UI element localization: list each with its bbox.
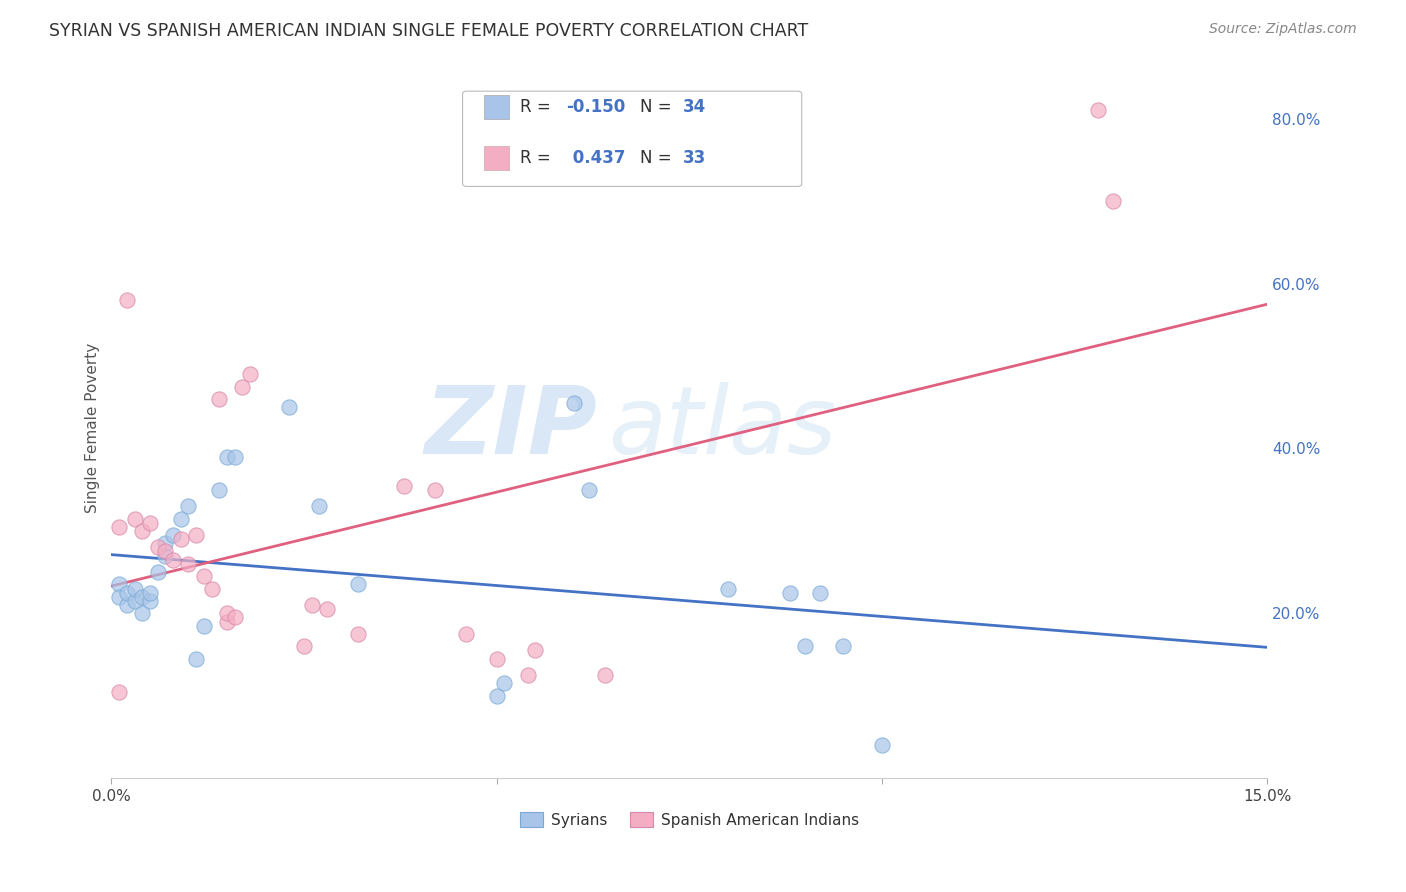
Point xyxy=(717,582,740,596)
Point xyxy=(155,544,177,558)
Point xyxy=(193,618,215,632)
Point xyxy=(139,585,162,599)
Point xyxy=(832,640,855,654)
Point xyxy=(231,379,253,393)
Point xyxy=(215,607,238,621)
Point xyxy=(485,651,508,665)
Point xyxy=(208,392,231,406)
Point xyxy=(794,640,817,654)
Point xyxy=(108,520,131,534)
Point xyxy=(347,577,370,591)
Y-axis label: Single Female Poverty: Single Female Poverty xyxy=(86,343,100,513)
Point xyxy=(208,483,231,497)
Point xyxy=(277,401,299,415)
Text: Source: ZipAtlas.com: Source: ZipAtlas.com xyxy=(1209,22,1357,37)
Point xyxy=(108,684,131,698)
Point xyxy=(1102,194,1125,208)
Point xyxy=(347,627,370,641)
Point xyxy=(494,676,516,690)
Point xyxy=(1087,103,1109,118)
Point xyxy=(177,499,200,513)
Point xyxy=(808,585,831,599)
Text: atlas: atlas xyxy=(609,383,837,474)
Point xyxy=(131,607,153,621)
Point xyxy=(162,528,184,542)
Point xyxy=(239,368,262,382)
Point xyxy=(146,565,169,579)
Point xyxy=(394,478,416,492)
Point xyxy=(562,396,585,410)
Point xyxy=(146,541,169,555)
Text: 33: 33 xyxy=(683,149,707,167)
Point xyxy=(193,569,215,583)
Point xyxy=(308,499,330,513)
Point xyxy=(162,553,184,567)
Text: N =: N = xyxy=(640,149,676,167)
Text: N =: N = xyxy=(640,98,676,116)
Point xyxy=(131,524,153,538)
Point xyxy=(454,627,477,641)
Point xyxy=(485,689,508,703)
Point xyxy=(177,557,200,571)
Point xyxy=(124,582,146,596)
Point xyxy=(170,532,193,546)
Point xyxy=(224,450,246,464)
Point xyxy=(516,668,538,682)
Text: ZIP: ZIP xyxy=(425,382,598,474)
Point xyxy=(108,590,131,604)
Point xyxy=(301,598,323,612)
Point xyxy=(292,640,315,654)
Point xyxy=(186,651,208,665)
Point xyxy=(155,536,177,550)
Point xyxy=(779,585,801,599)
Text: 34: 34 xyxy=(683,98,707,116)
Text: R =: R = xyxy=(520,149,557,167)
Point xyxy=(139,594,162,608)
Point xyxy=(131,590,153,604)
Point xyxy=(124,594,146,608)
Point xyxy=(108,577,131,591)
Point xyxy=(224,610,246,624)
Text: 0.437: 0.437 xyxy=(567,149,626,167)
Point xyxy=(115,585,138,599)
Point xyxy=(170,511,193,525)
Point xyxy=(124,511,146,525)
Point xyxy=(186,528,208,542)
Text: SYRIAN VS SPANISH AMERICAN INDIAN SINGLE FEMALE POVERTY CORRELATION CHART: SYRIAN VS SPANISH AMERICAN INDIAN SINGLE… xyxy=(49,22,808,40)
Point xyxy=(593,668,616,682)
Point xyxy=(200,582,222,596)
Text: R =: R = xyxy=(520,98,557,116)
Point xyxy=(578,483,600,497)
Point xyxy=(139,516,162,530)
Point xyxy=(115,293,138,307)
Point xyxy=(423,483,446,497)
Point xyxy=(155,549,177,563)
Point xyxy=(316,602,339,616)
Point xyxy=(524,643,547,657)
Legend: Syrians, Spanish American Indians: Syrians, Spanish American Indians xyxy=(515,805,865,834)
Point xyxy=(870,738,893,752)
Point xyxy=(215,615,238,629)
Point xyxy=(215,450,238,464)
Text: -0.150: -0.150 xyxy=(567,98,626,116)
Point xyxy=(115,598,138,612)
